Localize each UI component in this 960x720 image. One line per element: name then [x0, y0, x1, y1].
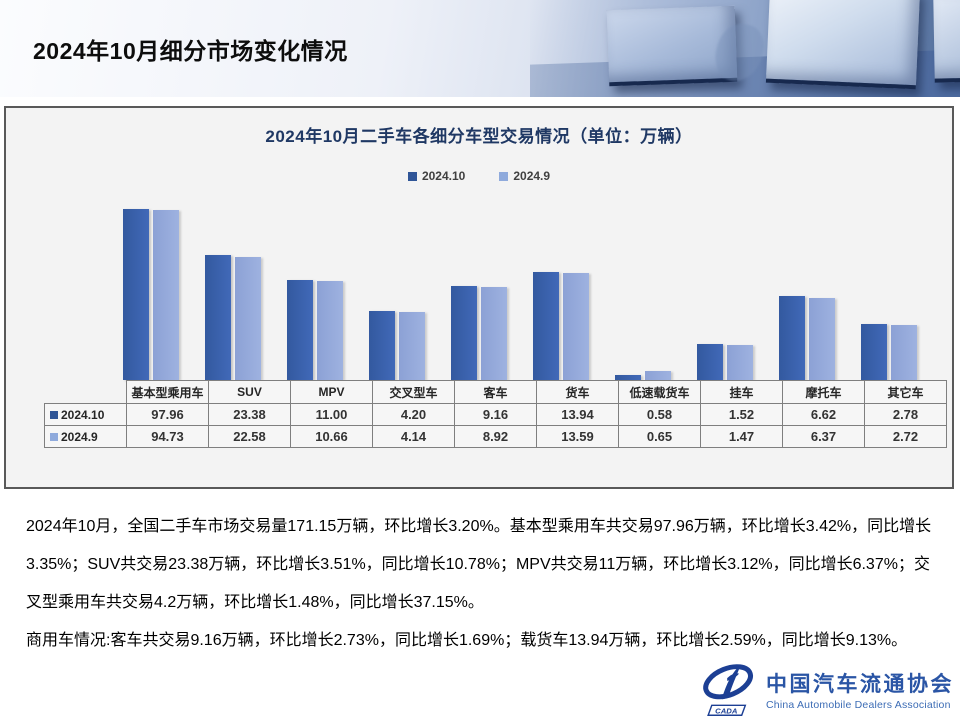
bar-2024.10-挂车 — [697, 344, 723, 380]
table-cell-2024.9-摩托车: 6.37 — [782, 425, 865, 448]
bar-2024.10-低速载货车 — [615, 375, 641, 380]
bar-plot — [6, 108, 952, 380]
cube-graphic — [606, 5, 768, 87]
table-row-2024.9: 2024.9 94.73 22.58 10.66 4.14 8.92 13.59 0.65 1.… — [44, 425, 947, 448]
table-cell-2024.10-SUV: 23.38 — [208, 403, 291, 426]
bar-2024.9-MPV — [317, 281, 343, 380]
summary-paragraph-2: 商用车情况:客车共交易9.16万辆，环比增长2.73%，同比增长1.69%；载货… — [26, 632, 908, 649]
table-cell-2024.9-MPV: 10.66 — [290, 425, 373, 448]
cube-graphic — [765, 0, 921, 90]
bar-2024.9-货车 — [563, 273, 589, 380]
table-cell-2024.10-基本型乘用车: 97.96 — [126, 403, 209, 426]
table-row-label: 2024.9 — [44, 425, 127, 448]
summary-paragraph-1: 2024年10月，全国二手车市场交易量171.15万辆，环比增长3.20%。基本… — [26, 518, 932, 611]
table-cell-2024.9-交叉型车: 4.14 — [372, 425, 455, 448]
bar-2024.10-货车 — [533, 272, 559, 380]
table-cell-2024.10-MPV: 11.00 — [290, 403, 373, 426]
header-decoration — [530, 0, 960, 97]
table-header-其它车: 其它车 — [864, 380, 947, 404]
chart-data-table: 基本型乘用车 SUV MPV 交叉型车 客车 货车 低速载货车 挂车 摩托车 其它车 2024.10… — [44, 380, 947, 448]
table-header-SUV: SUV — [208, 380, 291, 404]
table-cell-2024.9-SUV: 22.58 — [208, 425, 291, 448]
bar-2024.9-客车 — [481, 287, 507, 380]
summary-text: 2024年10月，全国二手车市场交易量171.15万辆，环比增长3.20%。基本… — [26, 508, 936, 660]
bar-2024.9-其它车 — [891, 325, 917, 380]
cada-logo: CADA 中国汽车流通协会 China Automobile Dealers A… — [700, 660, 954, 718]
bar-2024.10-交叉型车 — [369, 311, 395, 380]
chart-title: 2024年10月二手车各细分车型交易情况（单位：万辆） — [265, 127, 693, 146]
table-header-客车: 客车 — [454, 380, 537, 404]
table-row-2024.10: 2024.10 97.96 23.38 11.00 4.20 9.16 13.94 0.58 1… — [44, 403, 947, 426]
table-row-label: 2024.10 — [44, 403, 127, 426]
table-cell-2024.9-货车: 13.59 — [536, 425, 619, 448]
table-cell-2024.9-客车: 8.92 — [454, 425, 537, 448]
table-header-基本型乘用车: 基本型乘用车 — [126, 380, 209, 404]
table-cell-2024.10-交叉型车: 4.20 — [372, 403, 455, 426]
logo-name-chinese: 中国汽车流通协会 — [766, 672, 954, 696]
bar-2024.9-交叉型车 — [399, 312, 425, 380]
bar-2024.9-基本型乘用车 — [153, 210, 179, 380]
bar-2024.10-客车 — [451, 286, 477, 380]
table-cell-2024.9-基本型乘用车: 94.73 — [126, 425, 209, 448]
bar-2024.9-低速载货车 — [645, 371, 671, 380]
table-header-低速载货车: 低速载货车 — [618, 380, 701, 404]
bar-2024.10-基本型乘用车 — [123, 209, 149, 380]
legend-swatch-icon — [407, 171, 417, 181]
bar-2024.9-挂车 — [727, 345, 753, 380]
table-header-MPV: MPV — [290, 380, 373, 404]
table-cell-2024.10-货车: 13.94 — [536, 403, 619, 426]
table-cell-2024.9-其它车: 2.72 — [864, 425, 947, 448]
legend-swatch-icon — [499, 171, 509, 181]
table-cell-2024.9-低速载货车: 0.65 — [618, 425, 701, 448]
chart-legend: 2024.10 2024.9 — [6, 169, 952, 183]
bar-2024.10-摩托车 — [779, 296, 805, 380]
table-cell-2024.10-挂车: 1.52 — [700, 403, 783, 426]
legend-label: 2024.10 — [421, 169, 466, 183]
cube-graphic — [933, 0, 960, 83]
legend-item-2024.9: 2024.9 — [499, 169, 550, 183]
table-header-摩托车: 摩托车 — [782, 380, 865, 404]
bar-2024.9-摩托车 — [809, 298, 835, 380]
table-cell-2024.10-其它车: 2.78 — [864, 403, 947, 426]
table-cell-2024.9-挂车: 1.47 — [700, 425, 783, 448]
header-band: 2024年10月细分市场变化情况 — [0, 0, 960, 97]
row-swatch-icon — [50, 410, 58, 419]
legend-item-2024.10: 2024.10 — [407, 169, 466, 183]
bar-2024.10-其它车 — [861, 324, 887, 380]
table-cell-2024.10-低速载货车: 0.58 — [618, 403, 701, 426]
table-header-货车: 货车 — [536, 380, 619, 404]
table-cell-2024.10-摩托车: 6.62 — [782, 403, 865, 426]
bar-2024.10-MPV — [287, 280, 313, 380]
table-header-交叉型车: 交叉型车 — [372, 380, 455, 404]
table-corner-blank — [45, 381, 127, 404]
table-cell-2024.10-客车: 9.16 — [454, 403, 537, 426]
chart-data-table-wrap: 基本型乘用车 SUV MPV 交叉型车 客车 货车 低速载货车 挂车 摩托车 其它车 2024.10… — [44, 380, 947, 448]
page-title: 2024年10月细分市场变化情况 — [33, 38, 348, 64]
svg-text:CADA: CADA — [715, 706, 737, 715]
bar-2024.10-SUV — [205, 255, 231, 380]
logo-name-english: China Automobile Dealers Association — [766, 698, 951, 711]
chart-panel: 2024年10月二手车各细分车型交易情况（单位：万辆） 2024.10 2024.… — [4, 106, 954, 489]
row-swatch-icon — [50, 432, 58, 441]
cada-emblem-icon: CADA — [703, 664, 753, 717]
bar-2024.9-SUV — [235, 257, 261, 380]
logo-text: 中国汽车流通协会 China Automobile Dealers Associ… — [766, 668, 954, 711]
legend-label: 2024.9 — [513, 169, 551, 183]
table-header-挂车: 挂车 — [700, 380, 783, 404]
